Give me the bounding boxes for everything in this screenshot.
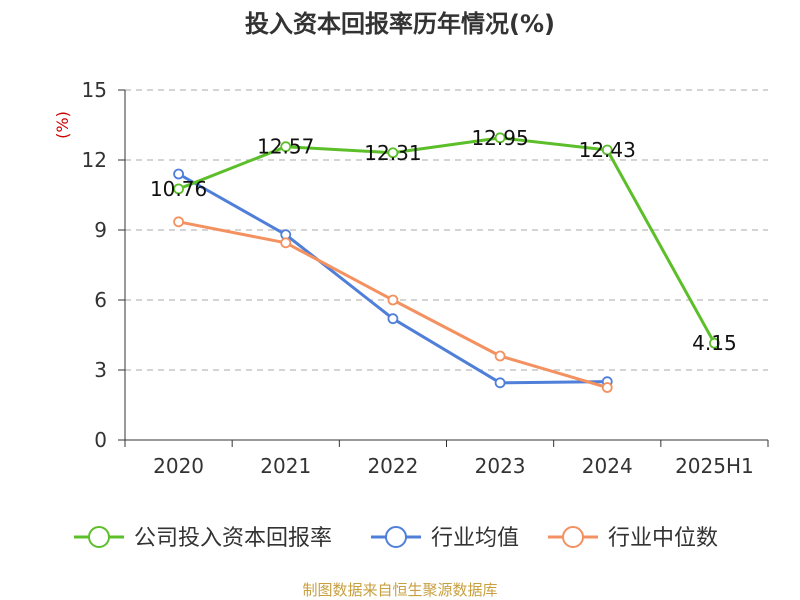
data-label-2: 12.31 [364, 141, 421, 165]
series-1-point-0 [173, 168, 184, 180]
legend-label-1: 行业均值 [431, 526, 519, 551]
chart-title: 投入资本回报率历年情况(%) [245, 10, 555, 38]
x-tick-label-0: 2020 [153, 454, 204, 478]
legend-marker-1 [385, 526, 407, 548]
data-label-1: 12.57 [257, 135, 314, 159]
y-tick-label-0: 0 [94, 428, 107, 452]
x-tick-label-4: 2024 [582, 454, 633, 478]
series-line-0 [178, 136, 716, 344]
series-0-point-3 [494, 132, 506, 144]
series-0-point-4 [601, 144, 613, 156]
data-labels: 10.76 12.57 12.31 12.95 12.43 4.15 [150, 126, 737, 355]
y-tick-label-4: 12 [82, 148, 107, 172]
series-2-point-0 [173, 216, 184, 228]
y-tick-label-1: 3 [94, 358, 107, 382]
source-note: 制图数据来自恒生聚源数据库 [302, 581, 497, 599]
legend-label-2: 行业中位数 [608, 526, 718, 551]
legend-label-0: 公司投入资本回报率 [134, 526, 332, 551]
series-2-point-2 [387, 294, 399, 306]
series-line-1 [177, 172, 608, 385]
data-label-0: 10.76 [150, 177, 207, 201]
axes: 0 3 6 9 12 15 2020 2021 2022 2023 2024 2025H1 [82, 78, 769, 478]
legend-item-0: 公司投入资本回报率 [74, 526, 332, 551]
y-tick-label-2: 6 [94, 288, 107, 312]
legend-marker-2 [562, 526, 584, 548]
legend-item-2: 行业中位数 [548, 526, 718, 551]
y-axis-unit: (%) [53, 111, 72, 139]
series-0-point-2 [387, 147, 399, 159]
series-0-point-0 [173, 183, 184, 195]
legend: 公司投入资本回报率 行业均值 行业中位数 [74, 526, 718, 551]
x-tick-label-1: 2021 [260, 454, 311, 478]
data-label-3: 12.95 [471, 126, 528, 150]
legend-marker-0 [88, 526, 110, 548]
data-label-4: 12.43 [579, 138, 636, 162]
legend-item-1: 行业均值 [371, 526, 519, 551]
x-tick-label-2: 2022 [367, 454, 418, 478]
y-tick-label-5: 15 [82, 78, 107, 102]
series-1-point-3 [494, 377, 506, 389]
series-2-point-3 [494, 350, 506, 362]
data-label-5: 4.15 [692, 331, 737, 355]
series-0-point-5 [709, 337, 720, 349]
y-tick-label-3: 9 [94, 218, 107, 242]
x-tick-label-3: 2023 [475, 454, 526, 478]
series-0-point-1 [280, 141, 292, 153]
x-tick-label-5: 2025H1 [675, 454, 754, 478]
gridlines [125, 89, 768, 371]
series-1-point-2 [387, 313, 399, 325]
series-group [173, 132, 720, 393]
series-2-point-1 [280, 237, 292, 249]
series-2-point-4 [601, 382, 613, 393]
